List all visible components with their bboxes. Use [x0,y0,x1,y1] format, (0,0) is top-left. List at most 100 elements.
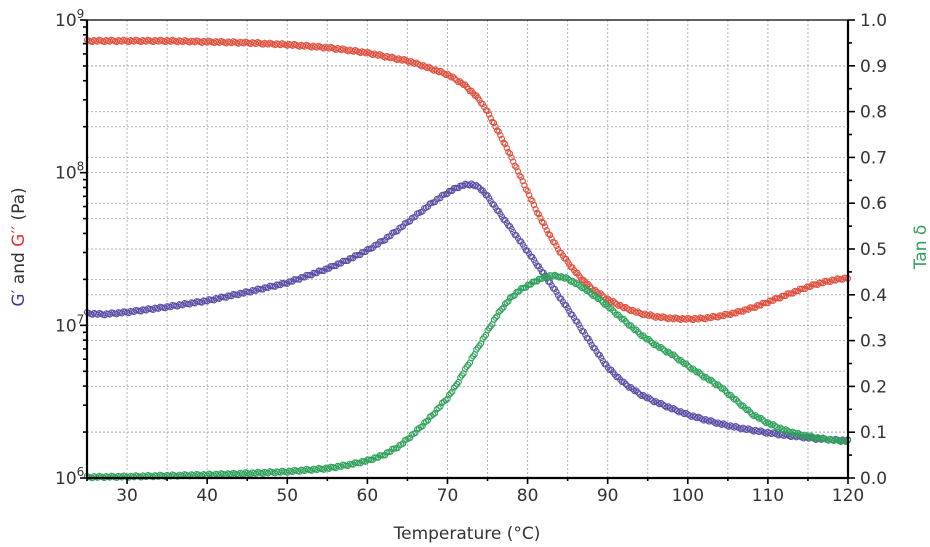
data-point [511,292,518,299]
data-point [748,411,756,418]
data-point [495,308,502,316]
data-point [569,311,576,318]
data-point [689,365,697,372]
data-point [665,348,672,355]
data-point [527,196,534,203]
data-point [636,391,643,398]
data-point [498,305,506,313]
data-point [419,208,426,215]
data-point [599,357,607,365]
data-point [474,183,482,190]
data-point [691,367,699,374]
data-point [757,414,764,422]
data-point [624,382,631,389]
data-point [440,70,448,77]
data-point [406,434,414,441]
data-point [620,378,627,385]
y-axis-left-title: G′ and G′′ (Pa) [9,187,29,306]
y-right-tick-label: 0.3 [860,332,887,352]
data-point [754,413,761,421]
data-point [503,144,510,152]
data-point [548,282,555,289]
series-3 [83,271,852,482]
x-tick-label: 110 [752,486,784,506]
data-point [437,403,444,410]
x-tick-label: 80 [517,486,539,506]
data-point [406,218,414,225]
data-point [654,399,661,406]
data-point [522,186,530,193]
data-point [476,97,483,104]
data-point [707,376,715,383]
data-point [574,280,581,287]
data-point [591,292,599,299]
data-point [554,291,562,299]
data-point [551,239,558,246]
data-point [593,294,600,301]
data-point [534,209,541,217]
data-point [575,321,582,328]
x-tick-label: 30 [116,486,138,506]
y-right-tick-label: 1.0 [860,11,887,31]
data-point [485,111,493,118]
data-point [543,227,550,234]
data-point [645,394,652,401]
y-axis-left-title-part: (Pa) [9,187,29,226]
data-point [640,391,647,399]
data-point [752,412,759,419]
data-point [532,205,539,213]
data-point [591,345,599,352]
data-point [412,213,419,220]
data-point [495,128,502,135]
x-axis-title: Temperature (°C) [393,524,541,544]
data-point [446,72,453,79]
data-point [447,390,454,397]
data-point [695,368,702,375]
data-point [431,409,439,417]
data-point [542,223,549,230]
x-tick-label: 60 [357,486,379,506]
data-point [711,380,718,387]
data-point [545,230,552,238]
y-right-tick-label: 0.0 [860,469,887,489]
data-point [382,236,389,244]
data-point [566,276,573,284]
data-point [537,214,544,222]
y-left-tick-label: 107 [55,312,84,336]
data-point [501,140,509,148]
data-point [449,73,456,80]
data-point [686,364,693,371]
data-point [505,298,512,305]
data-point [444,70,451,77]
data-point [510,158,517,165]
data-point [566,308,573,315]
data-point [489,118,496,125]
data-point [424,203,432,210]
data-point [490,119,498,127]
data-point [387,232,394,240]
data-point [588,341,595,348]
data-point [497,307,504,314]
data-point [709,378,716,385]
data-point [492,123,499,130]
data-point [622,380,629,387]
data-point [500,139,507,146]
data-point [652,341,659,348]
data-point [399,440,407,447]
y-right-tick-label: 0.6 [860,194,887,214]
data-point [666,404,674,411]
data-point [580,328,587,335]
y-axis-left-title-part: G′′ [9,226,29,247]
data-point [661,347,668,354]
data-point [508,154,515,161]
data-point [577,324,584,331]
data-point [647,395,654,403]
data-point [761,418,768,425]
data-point [497,132,504,139]
data-point [553,288,560,296]
data-point [481,103,488,111]
data-point [684,362,691,369]
data-point [641,393,649,400]
data-point [493,312,501,320]
